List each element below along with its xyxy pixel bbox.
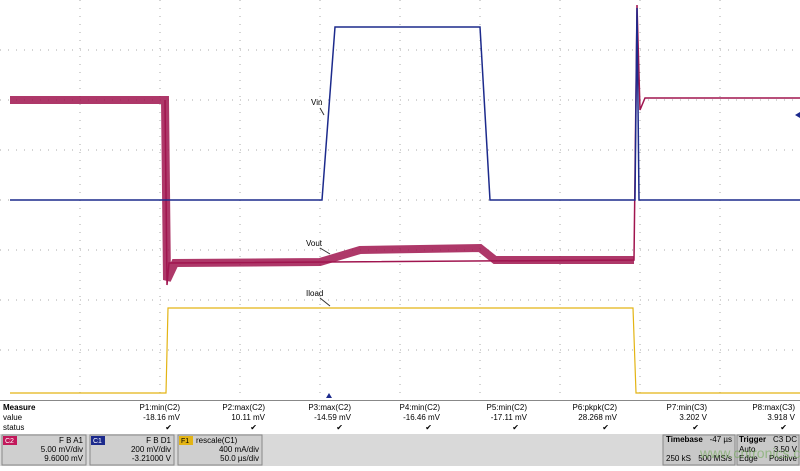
- param-name: P4:min(C2): [400, 403, 441, 412]
- trigger-label: Trigger: [739, 435, 766, 444]
- measure-header: Measure: [3, 403, 36, 412]
- channel-flags: F B D1: [146, 436, 171, 445]
- timebase-label: Timebase: [666, 435, 703, 444]
- channel-scale: 5.00 mV/div: [41, 445, 83, 454]
- param-status: ✔: [512, 423, 519, 432]
- trigger-mode: Auto: [739, 445, 756, 454]
- param-status: ✔: [250, 423, 257, 432]
- timebase-delay: -47 µs: [710, 435, 732, 444]
- param-status: ✔: [780, 423, 787, 432]
- trigger-level: 3.50 V: [774, 445, 798, 454]
- param-value: 10.11 mV: [231, 413, 265, 422]
- param-status: ✔: [336, 423, 343, 432]
- param-status: ✔: [602, 423, 609, 432]
- channel-tag-bg: [179, 436, 193, 445]
- param-status: ✔: [425, 423, 432, 432]
- param-value: 3.918 V: [767, 413, 795, 422]
- param-name: P7:min(C3): [667, 403, 708, 412]
- param-value: -17.11 mV: [491, 413, 528, 422]
- channel-tag-bg: [3, 436, 17, 445]
- label-leader: [319, 247, 331, 255]
- param-value: -18.16 mV: [143, 413, 181, 422]
- channel-scale: 400 mA/div: [219, 445, 259, 454]
- channel-tag: C1: [93, 438, 102, 445]
- trigger-type: Edge: [739, 454, 758, 463]
- param-name: P1:min(C2): [140, 403, 181, 412]
- trace-label: Iload: [306, 289, 323, 298]
- param-value: 3.202 V: [679, 413, 707, 422]
- trace-iload: [10, 307, 800, 394]
- channel-tag: F1: [181, 438, 189, 445]
- row-label: status: [3, 423, 24, 432]
- param-name: P6:pkpk(C2): [573, 403, 618, 412]
- timebase-box: [662, 434, 736, 466]
- row-label: value: [3, 413, 23, 422]
- param-name: P8:max(C3): [752, 403, 795, 412]
- label-leader: [319, 297, 331, 307]
- trigger-box: [736, 434, 800, 466]
- param-value: -14.59 mV: [314, 413, 352, 422]
- level-marker: [795, 112, 800, 118]
- trace-label: Vout: [306, 239, 323, 248]
- channel-title: rescale(C1): [196, 436, 238, 445]
- timebase-rate: 500 MS/s: [698, 454, 732, 463]
- measure-panel: [0, 400, 800, 434]
- param-value: -16.46 mV: [403, 413, 441, 422]
- trigger-slope: Positive: [769, 454, 798, 463]
- param-name: P5:min(C2): [487, 403, 528, 412]
- trace-vin: [10, 7, 800, 201]
- channel-tag: C2: [5, 438, 14, 445]
- param-status: ✔: [165, 423, 172, 432]
- channel-tag-bg: [91, 436, 105, 445]
- param-status: ✔: [692, 423, 699, 432]
- watermark: www.cntronics.com: [699, 445, 800, 461]
- trigger-source: C3 DC: [773, 435, 797, 444]
- channel-scale: 200 mV/div: [131, 445, 171, 454]
- param-name: P2:max(C2): [222, 403, 265, 412]
- channel-offset: -3.21000 V: [132, 454, 172, 463]
- channel-offset: 50.0 µs/div: [220, 454, 259, 463]
- timebase-samples: 250 kS: [666, 454, 691, 463]
- channel-offset: 9.6000 mV: [44, 454, 83, 463]
- param-name: P3:max(C2): [308, 403, 351, 412]
- trace-label: Vin: [311, 98, 322, 107]
- channel-flags: F B A1: [59, 436, 84, 445]
- param-value: 28.268 mV: [578, 413, 617, 422]
- trigger-marker: [326, 393, 332, 398]
- label-leader: [319, 107, 325, 116]
